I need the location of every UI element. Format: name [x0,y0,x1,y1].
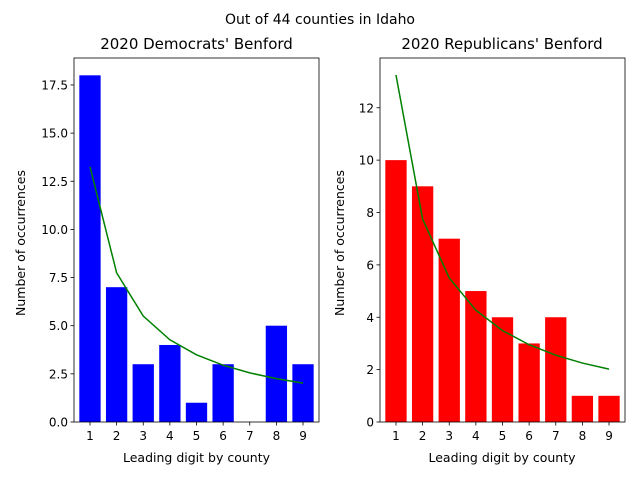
right-x-tick-label: 6 [525,429,533,443]
left-bar-9 [292,364,314,422]
left-bar-2 [105,287,128,422]
right-y-tick-label: 2 [366,363,374,377]
right-y-tick-label: 6 [366,258,374,272]
left-plot-area: 1 2 3 4 5 6 7 8 9 0.0 2.5 5.0 7.5 10.0 12.5 15.0 17.5 [41,57,320,443]
right-y-tick-label: 10 [359,154,374,168]
left-x-tick-label: 9 [299,429,307,443]
right-x-tick-label: 8 [579,429,587,443]
left-bar-8 [265,325,288,422]
left-bar-5 [185,402,208,422]
right-y-tick-label: 8 [366,206,374,220]
right-bar-4 [465,291,487,422]
left-bar-6 [212,364,234,422]
left-y-tick-label: 5.0 [49,319,68,333]
left-x-tick-label: 5 [193,429,201,443]
right-bar-7 [545,317,567,422]
left-x-tick-label: 1 [86,429,94,443]
right-x-tick-label: 5 [499,429,507,443]
right-expected-line [395,74,610,370]
right-bar-6 [518,343,540,422]
left-y-tick-label: 0.0 [49,416,68,430]
left-y-tick-label: 7.5 [49,271,68,285]
right-bar-2 [411,186,434,422]
left-y-tick-label: 15.0 [41,127,68,141]
left-x-tick-label: 2 [113,429,121,443]
left-panel: 2020 Democrats' Benford 1 2 3 4 5 6 7 8 9 0.0 2.5 5… [13,35,320,465]
right-x-tick-label: 2 [419,429,427,443]
left-y-axis-label: Number of occurrences [13,170,28,316]
right-x-tick-label: 4 [472,429,480,443]
right-bar-1 [385,160,407,422]
left-bar-3 [132,364,154,422]
right-x-axis-label: Leading digit by county [429,450,577,465]
left-y-tick-label: 10.0 [41,223,68,237]
right-y-tick-label: 12 [359,101,374,115]
left-x-axis-label: Leading digit by county [123,450,271,465]
left-bar-4 [159,344,181,422]
left-expected-line [89,166,304,384]
right-x-tick-label: 3 [445,429,453,443]
right-bar-3 [438,238,460,422]
figure-suptitle: Out of 44 counties in Idaho [225,12,415,28]
left-chart-title: 2020 Democrats' Benford [100,35,293,53]
right-y-axis-label: Number of occurrences [332,170,347,316]
right-chart-title: 2020 Republicans' Benford [401,35,602,53]
right-bar-5 [491,317,514,422]
right-x-tick-label: 1 [392,429,400,443]
right-bar-8 [571,395,594,422]
left-y-tick-label: 12.5 [41,175,68,189]
right-x-tick-label: 7 [552,429,560,443]
right-bar-9 [598,395,620,422]
left-x-tick-label: 8 [273,429,281,443]
left-bar-1 [79,75,101,422]
left-x-tick-label: 3 [139,429,147,443]
left-x-tick-label: 4 [166,429,174,443]
right-panel: 2020 Republicans' Benford 1 2 3 4 5 6 7 8 902468… [332,35,626,465]
right-y-tick-label: 0 [366,416,374,430]
left-y-tick-label: 17.5 [41,78,68,92]
right-x-tick-label: 9 [605,429,613,443]
left-x-tick-label: 6 [219,429,227,443]
left-x-tick-label: 7 [246,429,254,443]
left-y-tick-label: 2.5 [49,367,68,381]
right-y-tick-label: 4 [366,311,374,325]
